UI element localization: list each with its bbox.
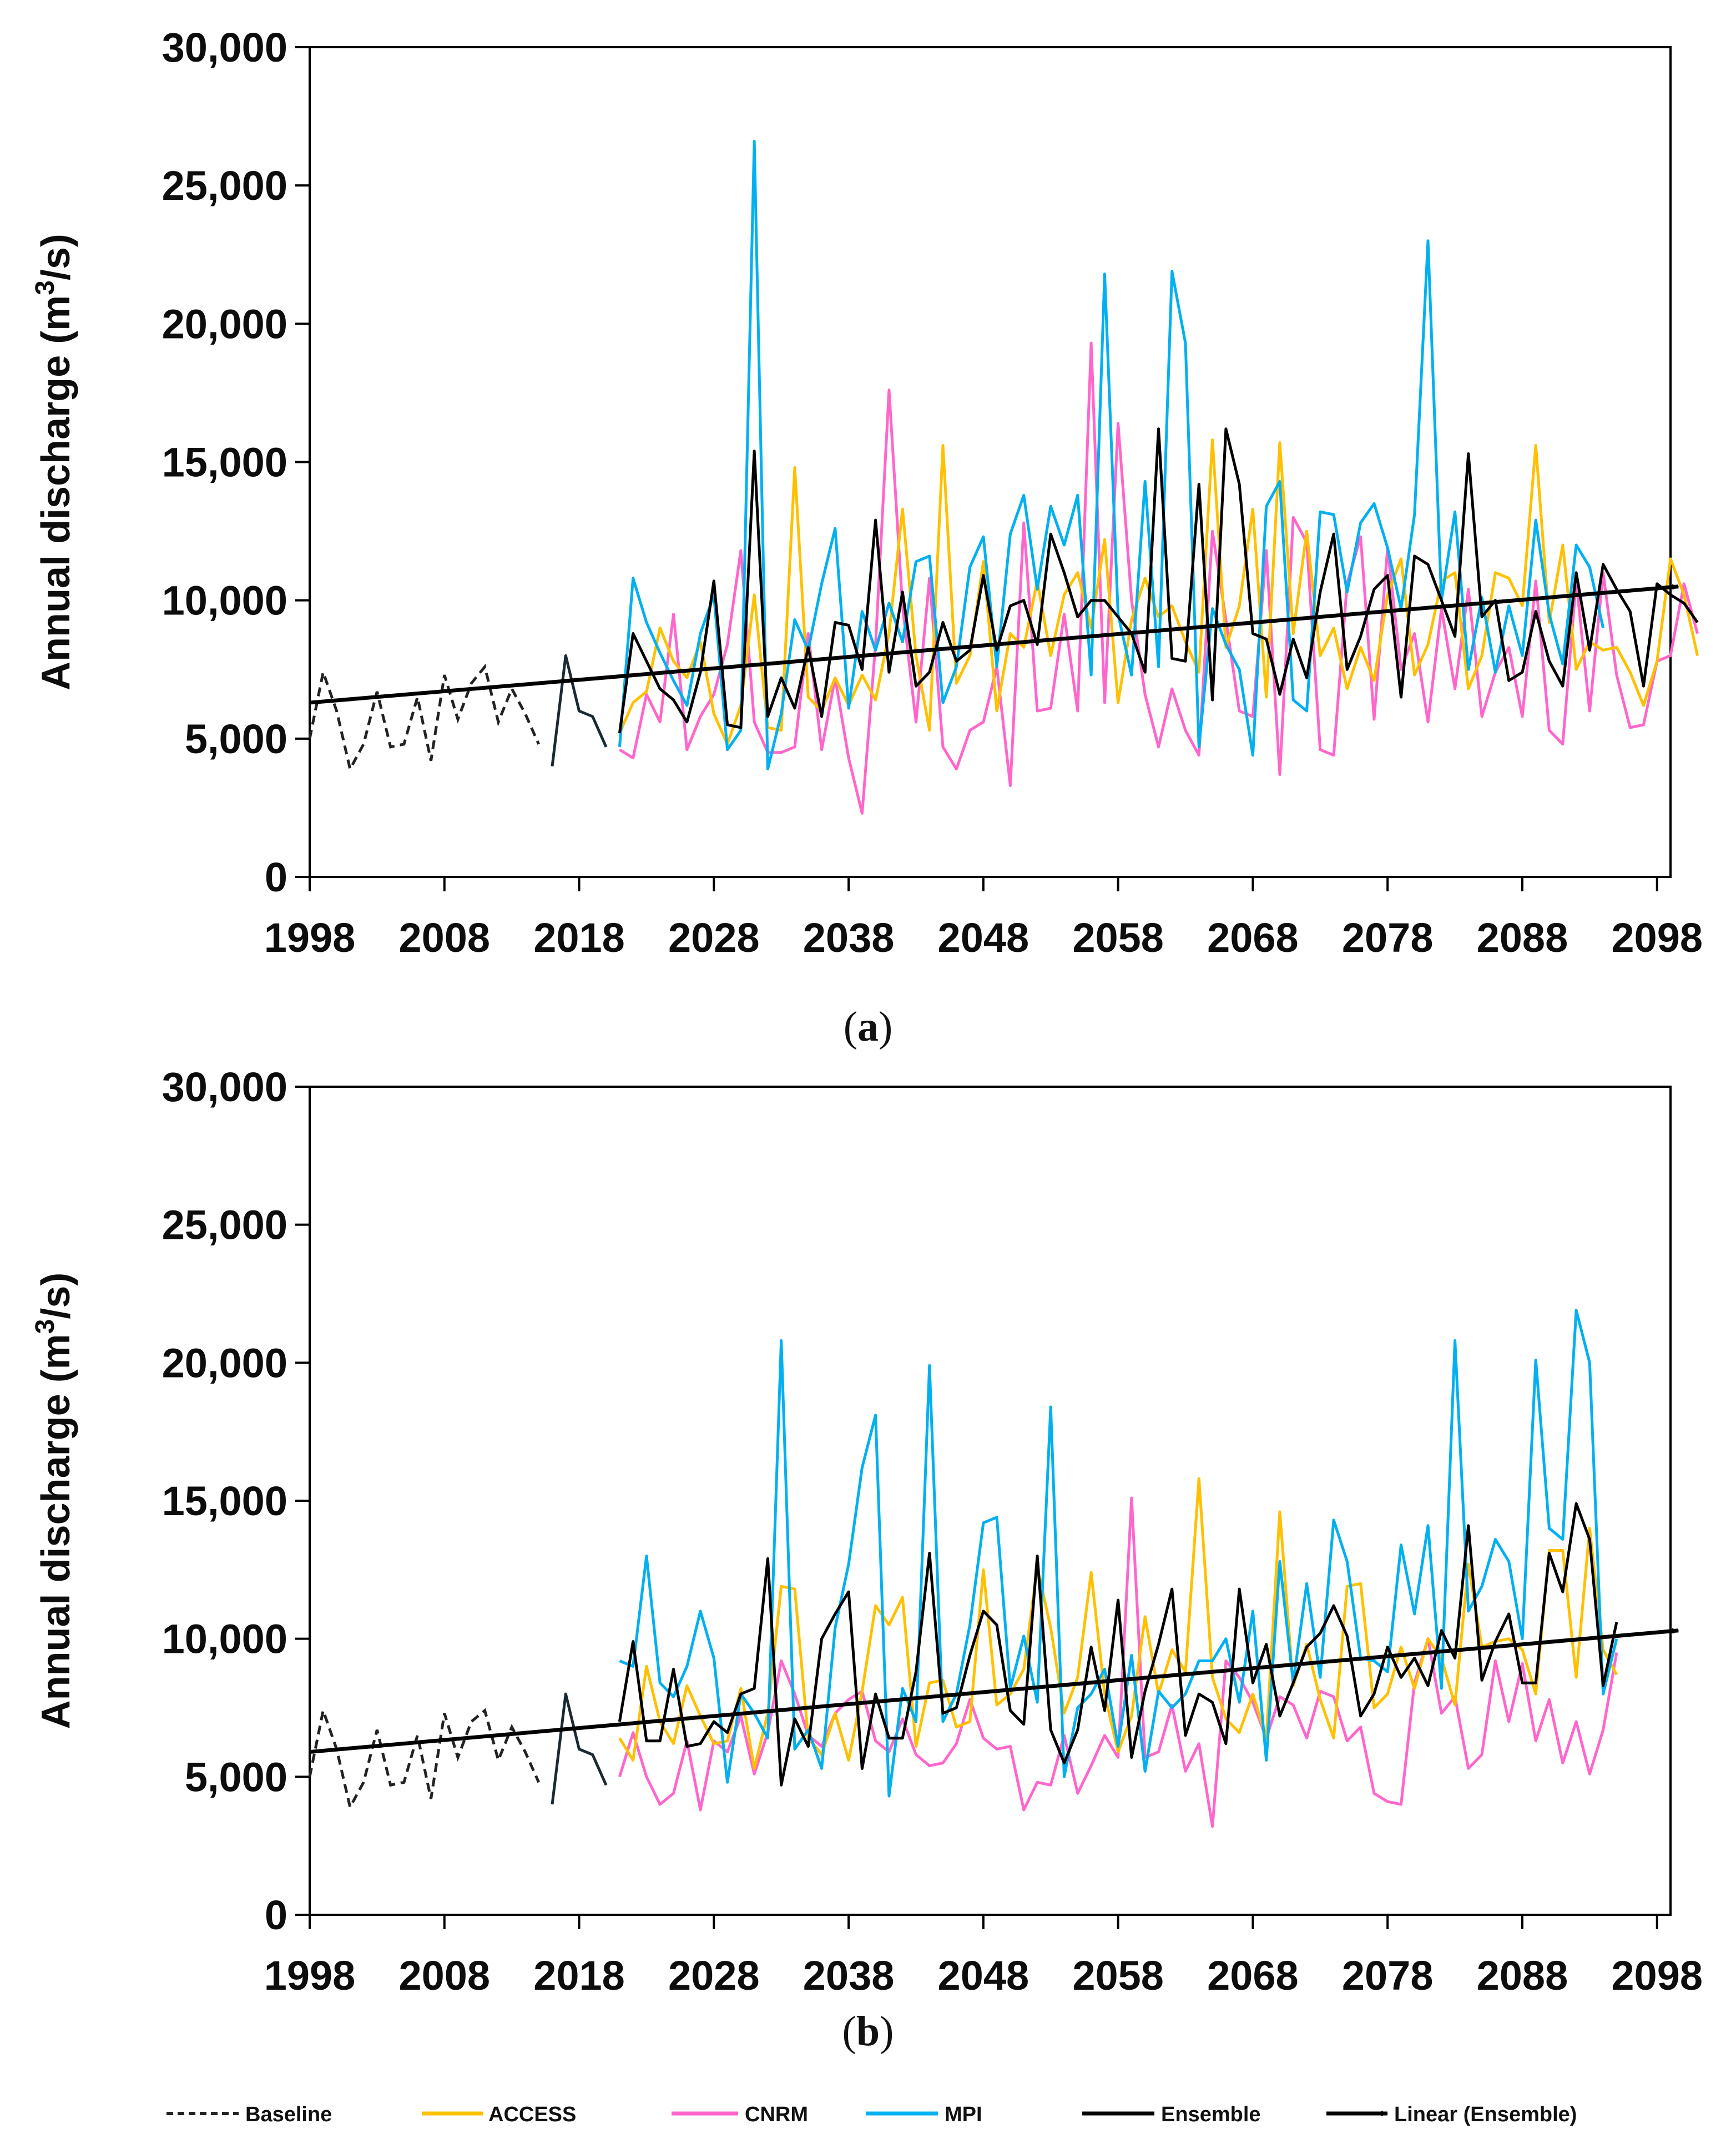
- legend-mpi-label: MPI: [945, 2103, 982, 2126]
- trend-line: [309, 584, 1679, 705]
- series-line-cnrm: [619, 341, 1699, 815]
- series-line-baseline: [308, 663, 540, 773]
- legend-cnrm-label: CNRM: [745, 2103, 808, 2126]
- panel-caption: (b): [842, 2008, 894, 2055]
- x-tick-label: 2098: [1611, 1953, 1703, 1999]
- legend-access-label: ACCESS: [488, 2103, 576, 2126]
- x-tick-label: 2008: [398, 915, 490, 961]
- series-line-baseline: [308, 1705, 540, 1811]
- x-tick-label: 2038: [803, 1953, 895, 1999]
- series-line-access: [618, 438, 1699, 746]
- x-tick-label: 2078: [1342, 915, 1434, 961]
- series-line-ensemble: [618, 427, 1699, 734]
- legend-ensemble-label: Ensemble: [1161, 2103, 1261, 2126]
- y-axis-label-superscript: 3: [31, 280, 60, 295]
- caption-open: (: [844, 1003, 857, 1050]
- y-tick-label: 5,000: [185, 1754, 287, 1800]
- y-tick-label: 30,000: [162, 24, 287, 70]
- y-tick-label: 25,000: [162, 163, 287, 209]
- panel-caption: (a): [844, 1003, 893, 1050]
- y-axis-label-tail: /s): [34, 234, 78, 280]
- series-line-mpi: [619, 1309, 1618, 1798]
- chart-panel-a: 0 5,000 10,000 15,000 20,000 25,000 30,000 1998…: [31, 24, 1703, 1050]
- legend-baseline-label: Baseline: [245, 2103, 332, 2126]
- y-axis-label: Annual discharge (m3/s): [31, 234, 78, 690]
- x-tick-label: 2018: [533, 1953, 625, 1999]
- x-tick-label: 2058: [1072, 915, 1164, 961]
- x-tick-label: 2098: [1611, 915, 1703, 961]
- x-tick-label: 2088: [1477, 915, 1568, 961]
- x-tick-label: 2028: [668, 1953, 760, 1999]
- series-line-access: [618, 1477, 1618, 1770]
- y-tick-label: 10,000: [162, 1616, 287, 1662]
- y-axis-label: Annual discharge (m3/s): [31, 1273, 78, 1729]
- y-tick-label: 10,000: [162, 578, 287, 624]
- y-tick-label: 25,000: [162, 1202, 287, 1248]
- x-tick-label: 2088: [1477, 1953, 1568, 1999]
- x-tick-label: 1998: [264, 1953, 356, 1999]
- caption-close: ): [880, 2008, 894, 2055]
- chart-panel-b: 0 5,000 10,000 15,000 20,000 25,000 30,000 1998…: [31, 1064, 1703, 2055]
- caption-close: ): [879, 1003, 892, 1050]
- y-tick-label: 0: [265, 854, 287, 900]
- caption-open: (: [842, 2008, 856, 2055]
- y-tick-label: 20,000: [162, 1340, 287, 1386]
- y-tick-label: 30,000: [162, 1064, 287, 1110]
- x-tick-label: 2008: [398, 1953, 490, 1999]
- series-line-cnrm: [618, 1496, 1618, 1828]
- x-tick-label: 2058: [1072, 1953, 1164, 1999]
- y-tick-label: 0: [265, 1892, 287, 1938]
- y-tick-label: 20,000: [162, 301, 287, 347]
- series-line-historical: [551, 654, 608, 767]
- y-tick-label: 15,000: [162, 1478, 287, 1524]
- y-tick-label: 5,000: [185, 716, 287, 762]
- y-axis-label-main: Annual discharge (m: [34, 1334, 78, 1729]
- x-tick-label: 2048: [938, 1953, 1030, 1999]
- x-tick-label: 1998: [264, 915, 356, 961]
- x-tick-label: 2028: [668, 915, 760, 961]
- legend: Baseline ACCESS CNRM MPI Ensemble Linear…: [166, 2103, 1577, 2126]
- y-axis-label-tail: /s): [34, 1273, 78, 1319]
- trend-line: [309, 1628, 1679, 1754]
- series-line-historical: [551, 1692, 608, 1805]
- x-tick-label: 2018: [533, 915, 625, 961]
- x-tick-label: 2068: [1207, 915, 1299, 961]
- y-axis-label-main: Annual discharge (m: [34, 295, 78, 690]
- y-axis-label-superscript: 3: [31, 1319, 60, 1334]
- x-tick-label: 2068: [1207, 1953, 1299, 1999]
- x-tick-label: 2078: [1342, 1953, 1434, 1999]
- caption-letter: b: [856, 2008, 880, 2055]
- series-line-mpi: [618, 139, 1605, 771]
- legend-trend-label: Linear (Ensemble): [1394, 2103, 1577, 2126]
- y-tick-label: 15,000: [162, 440, 287, 486]
- x-tick-label: 2048: [938, 915, 1030, 961]
- caption-letter: a: [857, 1003, 879, 1050]
- x-tick-label: 2038: [803, 915, 895, 961]
- plot-frame: [309, 1086, 1672, 1916]
